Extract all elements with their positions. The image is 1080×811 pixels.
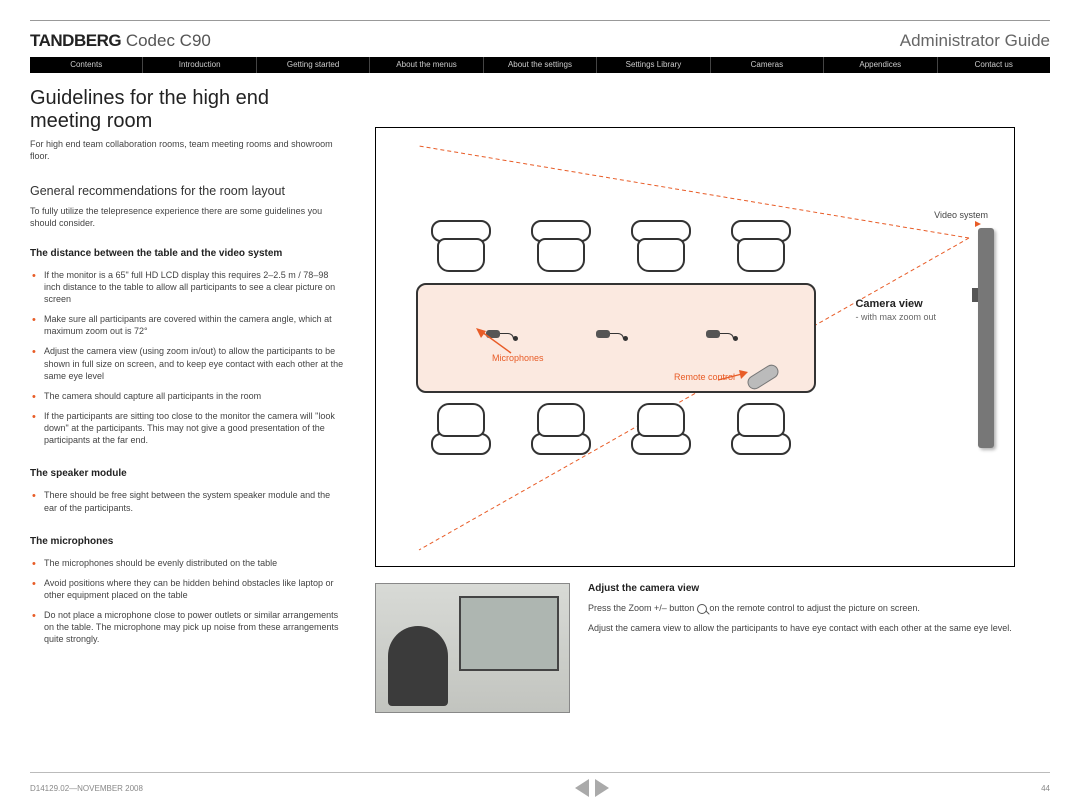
magnify-icon [697,604,707,614]
chair-icon [431,403,491,455]
nav-tab[interactable]: About the menus [370,57,483,73]
page-header: TANDBERG Codec C90 Administrator Guide [30,27,1050,57]
bullet-item: If the monitor is a 65" full HD LCD disp… [30,269,345,305]
bullet-item: If the participants are sitting too clos… [30,410,345,446]
bullet-item: Adjust the camera view (using zoom in/ou… [30,345,345,381]
nav-tab[interactable]: Introduction [143,57,256,73]
page-nav [575,779,609,797]
subsection-microphones: The microphones [30,536,345,547]
chair-icon [631,220,691,272]
bullet-item: The camera should capture all participan… [30,390,345,402]
chair-icon [731,403,791,455]
nav-tab[interactable]: Getting started [257,57,370,73]
bullet-item: Make sure all participants are covered w… [30,313,345,337]
video-system-label: Video system [934,210,988,220]
bullet-list: There should be free sight between the s… [30,489,345,513]
adjust-text-2: Adjust the camera view to allow the part… [588,622,1015,634]
nav-tab[interactable]: Appendices [824,57,937,73]
nav-tab[interactable]: Contents [30,57,143,73]
intro-text: For high end team collaboration rooms, t… [30,139,345,162]
bullet-item: There should be free sight between the s… [30,489,345,513]
nav-tab[interactable]: Contact us [938,57,1050,73]
camera-view-label: Camera view - with max zoom out [855,298,936,322]
subsection-speaker: The speaker module [30,468,345,479]
chair-icon [431,220,491,272]
example-photo [375,583,570,713]
next-page-button[interactable] [595,779,609,797]
doc-id: D14129.02—NOVEMBER 2008 [30,784,143,793]
microphone-icon [706,328,736,340]
adjust-heading: Adjust the camera view [588,583,1015,594]
section-heading: General recommendations for the room lay… [30,184,345,198]
video-system-icon [978,228,994,448]
subsection-distance: The distance between the table and the v… [30,248,345,259]
page-title: Guidelines for the high end meeting room [30,87,345,133]
section-intro: To fully utilize the telepresence experi… [30,206,345,229]
prev-page-button[interactable] [575,779,589,797]
bullet-item: The microphones should be evenly distrib… [30,557,345,569]
nav-tab[interactable]: About the settings [484,57,597,73]
bullet-list: The microphones should be evenly distrib… [30,557,345,646]
nav-tab[interactable]: Cameras [711,57,824,73]
adjust-text-1: Press the Zoom +/– button on the remote … [588,602,1015,614]
chair-icon [531,403,591,455]
page-footer: D14129.02—NOVEMBER 2008 44 [30,772,1050,797]
chair-icon [631,403,691,455]
bullet-item: Avoid positions where they can be hidden… [30,577,345,601]
doc-title: Administrator Guide [900,31,1050,51]
brand: TANDBERG Codec C90 [30,31,211,51]
room-diagram: Video system Camera view - with max zoom… [375,127,1015,567]
bullet-item: Do not place a microphone close to power… [30,609,345,645]
chair-icon [731,220,791,272]
nav-tabs: ContentsIntroductionGetting startedAbout… [30,57,1050,73]
microphone-icon [596,328,626,340]
nav-tab[interactable]: Settings Library [597,57,710,73]
bullet-list: If the monitor is a 65" full HD LCD disp… [30,269,345,447]
chair-icon [531,220,591,272]
page-number: 44 [1041,784,1050,793]
